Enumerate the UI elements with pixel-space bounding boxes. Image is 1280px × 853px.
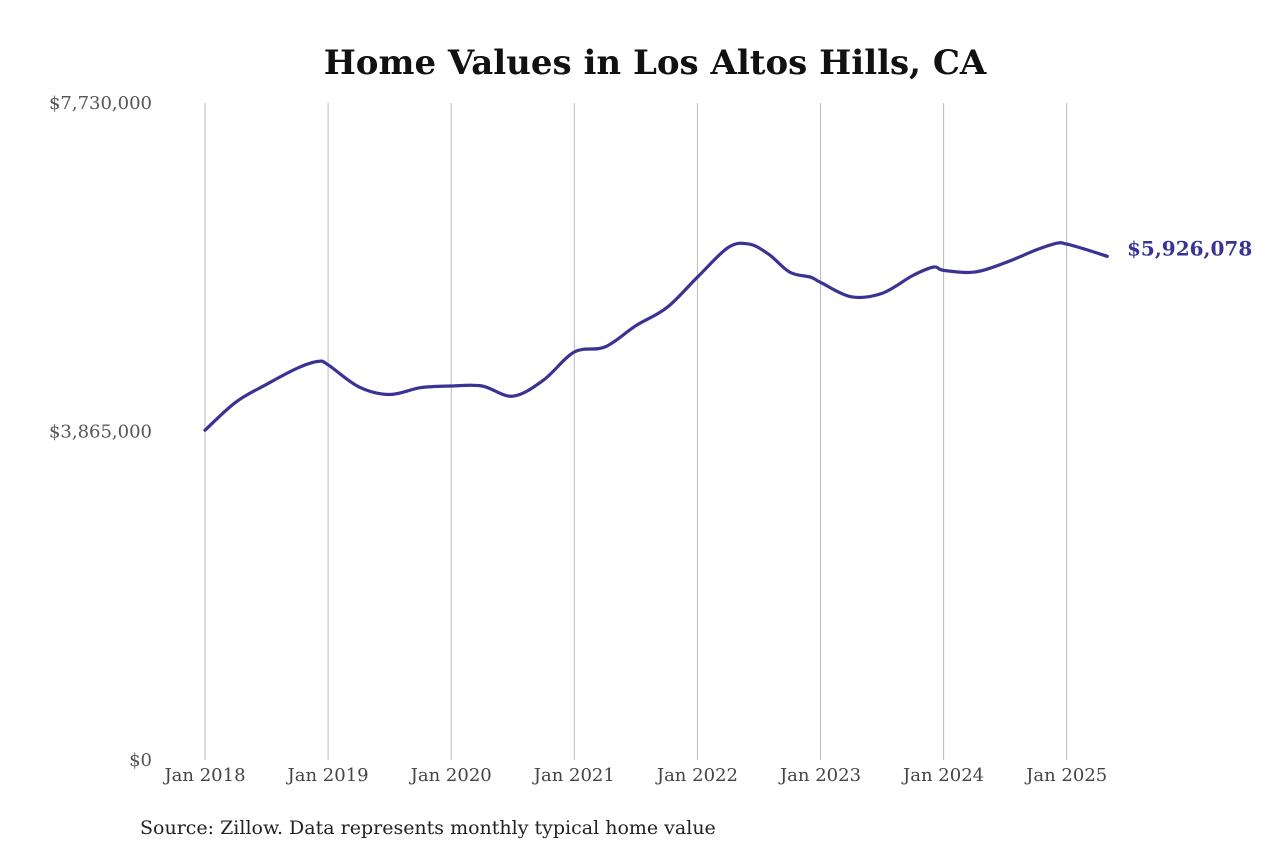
x-tick-label: Jan 2023 xyxy=(778,765,861,786)
y-tick-label: $7,730,000 xyxy=(49,93,152,114)
chart-title: Home Values in Los Altos Hills, CA xyxy=(324,43,987,83)
x-tick-label: Jan 2025 xyxy=(1024,765,1107,786)
y-axis-ticks: $0 $3,865,000 $7,730,000 xyxy=(49,93,152,771)
gridlines xyxy=(204,103,1068,760)
end-value-label: $5,926,078 xyxy=(1127,236,1252,260)
x-tick-label: Jan 2021 xyxy=(532,765,615,786)
x-tick-label: Jan 2024 xyxy=(901,765,984,786)
series-line-home-value xyxy=(203,241,1109,432)
x-axis-ticks: Jan 2018 Jan 2019 Jan 2020 Jan 2021 Jan 2022… xyxy=(162,765,1107,786)
x-tick-label: Jan 2019 xyxy=(286,765,369,786)
x-tick-label: Jan 2020 xyxy=(409,765,492,786)
source-note: Source: Zillow. Data represents monthly … xyxy=(140,817,716,839)
x-tick-label: Jan 2022 xyxy=(655,765,738,786)
x-tick-label: Jan 2018 xyxy=(162,765,245,786)
y-tick-label: $0 xyxy=(129,750,152,771)
y-tick-label: $3,865,000 xyxy=(49,422,152,443)
